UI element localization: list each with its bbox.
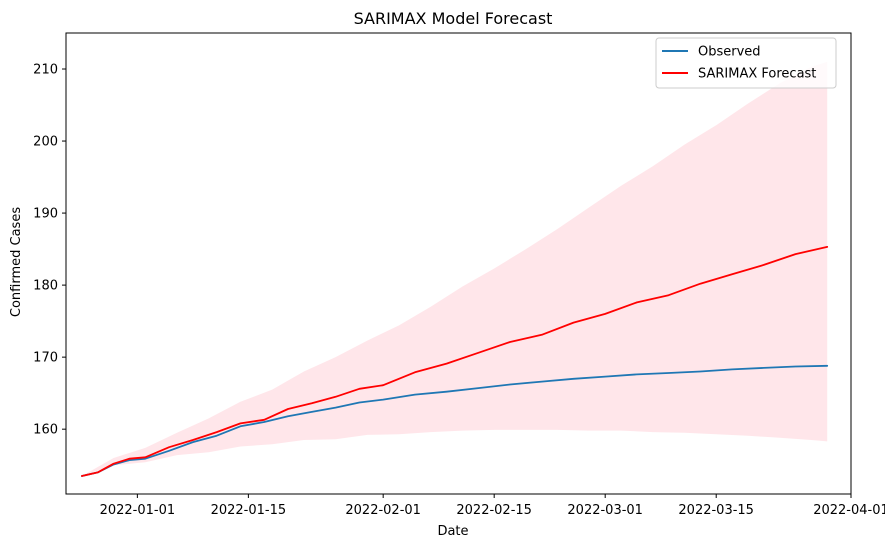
axes-frame bbox=[65, 32, 852, 495]
x-tick-label: 2022-03-01 bbox=[567, 503, 643, 518]
y-axis-label: Confirmed Cases bbox=[9, 207, 24, 317]
series-line-forecast bbox=[81, 245, 829, 477]
x-tick-label: 2022-03-15 bbox=[678, 503, 754, 518]
legend: Observed SARIMAX Forecast bbox=[655, 37, 837, 89]
confidence-band bbox=[81, 61, 828, 477]
legend-label: SARIMAX Forecast bbox=[698, 67, 816, 82]
y-tick-label: 180 bbox=[33, 279, 58, 294]
x-tick-label: 2022-01-15 bbox=[211, 503, 287, 518]
axes: 2022-01-01 2022-01-15 2022-02-01 2022-02-15… bbox=[33, 32, 885, 518]
x-tick-label: 2022-02-01 bbox=[345, 503, 421, 518]
series-line-observed bbox=[81, 364, 829, 477]
legend-box bbox=[655, 37, 837, 89]
y-tick-label: 190 bbox=[33, 207, 58, 222]
x-tick-label: 2022-02-15 bbox=[456, 503, 532, 518]
y-tick-label: 210 bbox=[33, 63, 58, 78]
x-tick-label: 2022-01-01 bbox=[100, 503, 176, 518]
x-axis-label: Date bbox=[437, 524, 468, 539]
y-tick-label: 170 bbox=[33, 351, 58, 366]
y-tick-label: 200 bbox=[33, 135, 58, 150]
legend-label: Observed bbox=[698, 45, 761, 60]
plot-area bbox=[81, 61, 829, 477]
x-tick-label: 2022-04-01 bbox=[813, 503, 885, 518]
chart-title: SARIMAX Model Forecast bbox=[354, 9, 553, 28]
y-tick-label: 160 bbox=[33, 423, 58, 438]
